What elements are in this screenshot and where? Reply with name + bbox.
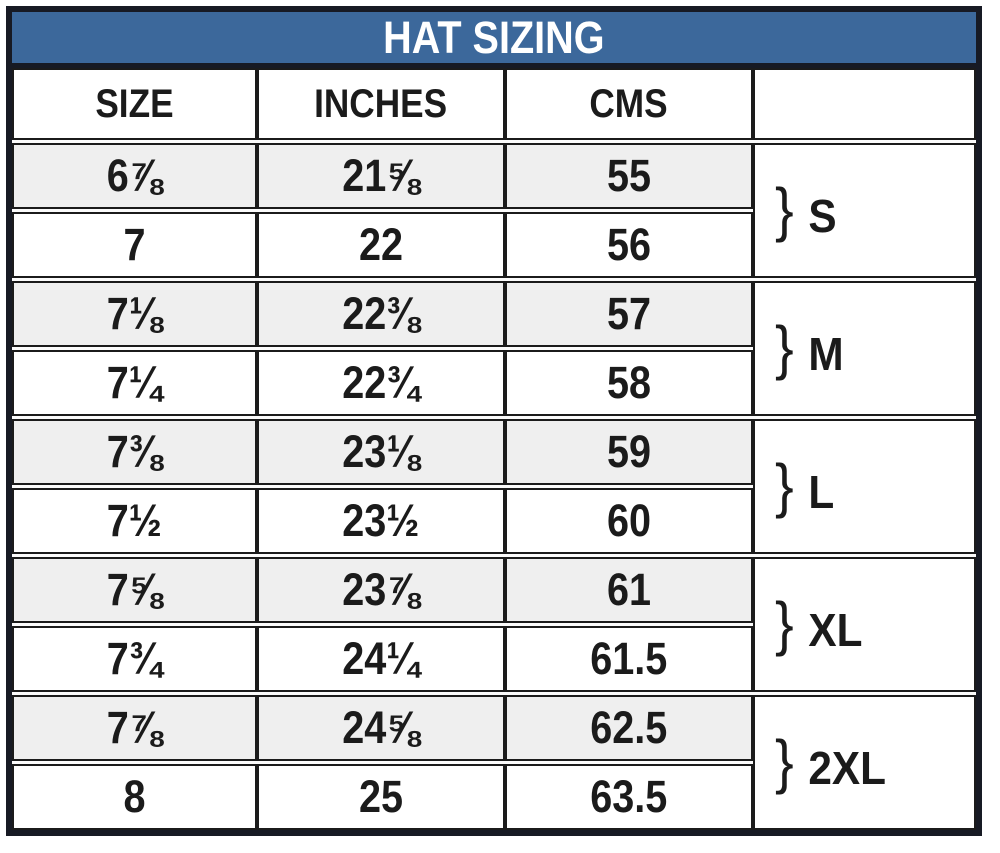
table-row-cell-cms: 61 bbox=[504, 557, 754, 623]
table-row-cell-cms: 56 bbox=[504, 212, 754, 278]
table-row-cell-inches: 22 bbox=[256, 212, 505, 278]
size-group-label: 2XL bbox=[808, 741, 887, 794]
size-group-s: } S bbox=[753, 143, 976, 278]
sizing-grid: SIZE INCHES CMS 6⅞ 21⅝ 55 } S 7 22 56 7⅛ … bbox=[12, 68, 976, 830]
table-row-cell-size: 6⅞ bbox=[12, 143, 257, 209]
brace-icon: } bbox=[775, 312, 794, 381]
brace-icon: } bbox=[775, 174, 794, 243]
table-row-cell-cms: 61.5 bbox=[504, 626, 754, 692]
table-row-cell-inches: 24⅝ bbox=[256, 695, 505, 761]
table-row-cell-size: 7½ bbox=[12, 488, 257, 554]
table-row-cell-inches: 21⅝ bbox=[256, 143, 505, 209]
size-group-label: XL bbox=[808, 603, 863, 656]
size-group-label: L bbox=[808, 465, 835, 518]
table-row-cell-size: 7¼ bbox=[12, 350, 257, 416]
size-group-l: } L bbox=[753, 419, 976, 554]
table-row-cell-size: 7¾ bbox=[12, 626, 257, 692]
table-row-cell-cms: 63.5 bbox=[504, 764, 754, 830]
table-row-cell-cms: 55 bbox=[504, 143, 754, 209]
table-row-cell-size: 7⅛ bbox=[12, 281, 257, 347]
table-row-cell-cms: 62.5 bbox=[504, 695, 754, 761]
column-header-group bbox=[753, 68, 976, 140]
table-row-cell-size: 7⅝ bbox=[12, 557, 257, 623]
size-group-m: } M bbox=[753, 281, 976, 416]
table-row-cell-inches: 25 bbox=[256, 764, 505, 830]
table-row-cell-size: 7 bbox=[12, 212, 257, 278]
column-header-size: SIZE bbox=[12, 68, 257, 140]
table-title-bar: HAT SIZING bbox=[12, 12, 976, 68]
size-group-2xl: } 2XL bbox=[753, 695, 976, 830]
table-row-cell-inches: 22¾ bbox=[256, 350, 505, 416]
size-group-xl: } XL bbox=[753, 557, 976, 692]
table-row-cell-inches: 23⅞ bbox=[256, 557, 505, 623]
table-row-cell-cms: 58 bbox=[504, 350, 754, 416]
table-row-cell-inches: 24¼ bbox=[256, 626, 505, 692]
table-row-cell-cms: 57 bbox=[504, 281, 754, 347]
table-row-cell-cms: 60 bbox=[504, 488, 754, 554]
table-row-cell-inches: 23⅛ bbox=[256, 419, 505, 485]
brace-icon: } bbox=[775, 726, 794, 795]
table-row-cell-inches: 23½ bbox=[256, 488, 505, 554]
table-row-cell-size: 7⅜ bbox=[12, 419, 257, 485]
size-group-label: S bbox=[808, 189, 837, 242]
table-row-cell-inches: 22⅜ bbox=[256, 281, 505, 347]
size-group-label: M bbox=[808, 327, 844, 380]
column-header-cms: CMS bbox=[504, 68, 754, 140]
brace-icon: } bbox=[775, 450, 794, 519]
hat-sizing-table: HAT SIZING SIZE INCHES CMS 6⅞ 21⅝ 55 } S … bbox=[6, 6, 982, 836]
table-row-cell-cms: 59 bbox=[504, 419, 754, 485]
table-title: HAT SIZING bbox=[383, 11, 605, 63]
brace-icon: } bbox=[775, 588, 794, 657]
table-row-cell-size: 8 bbox=[12, 764, 257, 830]
table-row-cell-size: 7⅞ bbox=[12, 695, 257, 761]
column-header-inches: INCHES bbox=[256, 68, 505, 140]
